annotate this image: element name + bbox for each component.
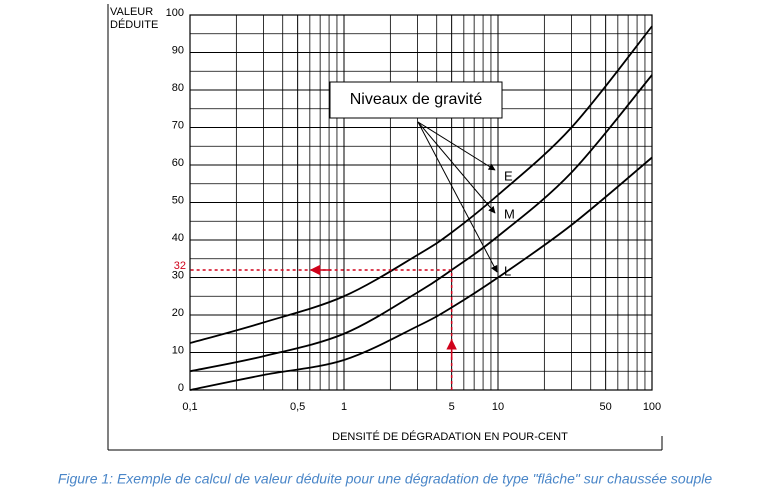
- x-tick-label: 0,5: [290, 401, 305, 413]
- y-tick-label: 60: [172, 157, 184, 169]
- y-tick-label: 10: [172, 344, 184, 356]
- y-tick-label: 0: [178, 382, 184, 394]
- caption: Figure 1: Exemple de calcul de valeur dé…: [58, 471, 713, 487]
- example-label: 32: [174, 260, 186, 272]
- x-tick-label: 100: [643, 401, 661, 413]
- arrow: [417, 121, 496, 214]
- y-tick-label: 70: [172, 119, 184, 131]
- x-tick-label: 1: [341, 401, 347, 413]
- x-axis-label: DENSITÉ DE DÉGRADATION EN POUR-CENT: [332, 430, 568, 443]
- y-tick-label: 30: [172, 269, 184, 281]
- curve: [189, 156, 653, 391]
- plot: 0,1 0,5 1 5 10 50 100 0 10 20 30 40 50 60 70 80 90 100 E M L…: [166, 7, 662, 413]
- x-tick-label: 0,1: [182, 401, 197, 413]
- series-label: M: [504, 206, 515, 221]
- x-tick-label: 10: [492, 401, 504, 413]
- x-tick-label: 5: [449, 401, 455, 413]
- x-tick-label: 50: [600, 401, 612, 413]
- annotation: Niveaux de gravité: [329, 81, 503, 273]
- y-axis-label: DÉDUITE: [110, 18, 158, 31]
- y-tick-label: 90: [172, 44, 184, 56]
- y-tick-label: 20: [172, 307, 184, 319]
- y-axis-label: VALEUR: [110, 6, 153, 18]
- curve: [189, 25, 653, 344]
- y-tick-label: 100: [166, 7, 184, 19]
- arrow: [417, 121, 496, 171]
- y-tick-label: 40: [172, 232, 184, 244]
- curve: [189, 74, 653, 373]
- plot-frame: [189, 14, 653, 391]
- arrow: [417, 121, 498, 273]
- annotation-box: [329, 81, 503, 119]
- y-tick-label: 80: [172, 82, 184, 94]
- series-label: L: [504, 263, 511, 278]
- annotation-text: Niveaux de gravité: [350, 91, 483, 108]
- series-label: E: [504, 168, 513, 183]
- y-tick-label: 50: [172, 194, 184, 206]
